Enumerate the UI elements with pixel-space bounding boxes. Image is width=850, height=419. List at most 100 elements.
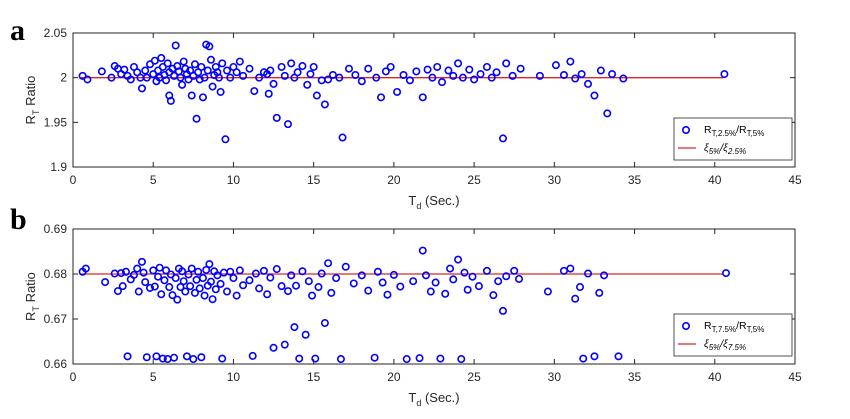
chart-b-point: [194, 267, 203, 276]
chart-a-point: [280, 71, 289, 80]
chart-b-point: [457, 355, 466, 364]
chart-b-point: [566, 264, 575, 273]
chart-a-point: [619, 74, 628, 83]
chart-b-point: [364, 286, 373, 295]
chart-b-point: [158, 354, 167, 363]
chart-b-point: [195, 284, 204, 293]
chart-a-point: [338, 133, 347, 142]
chart-b-point: [489, 291, 498, 300]
chart-a-point: [137, 84, 146, 93]
chart-b-point: [259, 266, 268, 275]
chart-a-point: [221, 135, 230, 144]
chart-a-point: [303, 80, 312, 89]
chart-a-point: [218, 59, 227, 68]
chart-b-point: [129, 270, 138, 279]
chart-b-point: [229, 274, 238, 283]
chart-a-point: [498, 134, 507, 143]
chart-b-point: [290, 323, 299, 332]
chart-b-point: [389, 270, 398, 279]
chart-a-point: [449, 71, 458, 80]
chart-a-xtick-label: 15: [307, 173, 321, 187]
chart-a-point: [298, 62, 307, 71]
chart-b-point: [142, 353, 151, 362]
chart-a-xtick-label: 0: [70, 173, 77, 187]
chart-b-point: [449, 275, 458, 284]
chart-a-legend-label: RT,2.5%/RT,5%: [704, 124, 764, 138]
chart-a-point: [482, 62, 491, 71]
chart-b-point: [197, 353, 206, 362]
chart-b-point: [181, 287, 190, 296]
chart-b-point: [139, 268, 148, 277]
chart-a-point: [216, 87, 225, 96]
chart-b-point: [396, 282, 405, 291]
chart-b-point: [415, 354, 424, 363]
chart-b-point: [571, 294, 580, 303]
chart-b-point: [579, 354, 588, 363]
chart-b-xtick-label: 25: [467, 370, 481, 384]
chart-b-point: [298, 267, 307, 276]
chart-a-point: [226, 73, 235, 82]
chart-a-point: [399, 70, 408, 79]
chart-b-point: [200, 291, 209, 300]
chart-b-point: [208, 295, 217, 304]
chart-a-point: [423, 65, 432, 74]
chart-a-point: [492, 68, 501, 77]
chart-b-point: [245, 276, 254, 285]
chart-a-point: [559, 70, 568, 79]
chart-b-point: [152, 352, 161, 361]
chart-b-ytick-label: 0.66: [44, 357, 68, 371]
chart-b-point: [378, 278, 387, 287]
chart-a-point: [293, 68, 302, 77]
chart-a-point: [223, 66, 232, 75]
chart-b-xtick-label: 15: [307, 370, 321, 384]
chart-b-xlabel: Td (Sec.): [408, 390, 459, 408]
chart-a-point: [97, 67, 106, 76]
chart-b-point: [218, 354, 227, 363]
chart-a-xlabel: Td (Sec.): [408, 193, 459, 211]
chart-b-point: [402, 355, 411, 364]
chart-b-xtick-label: 20: [387, 370, 401, 384]
chart-b-point: [141, 278, 150, 287]
chart-a-point: [590, 91, 599, 100]
chart-a-point: [571, 74, 580, 83]
chart-b-point: [421, 271, 430, 280]
chart-a-point: [206, 55, 215, 64]
chart-a-point: [126, 75, 135, 84]
chart-b-legend-marker: [681, 321, 690, 330]
chart-b-point: [482, 266, 491, 275]
chart-b-point: [182, 352, 191, 361]
chart-b-legend-box: [673, 313, 793, 357]
chart-b-xtick-label: 35: [628, 370, 642, 384]
chart-b-point: [235, 266, 244, 275]
chart-a-point: [720, 70, 729, 79]
chart-a-point: [179, 57, 188, 66]
chart-b-point: [232, 291, 241, 300]
chart-a-point: [458, 73, 467, 82]
chart-b-legend-label: RT,7.5%/RT,5%: [704, 320, 764, 334]
chart-b-point: [460, 268, 469, 277]
chart-a-point: [502, 59, 511, 68]
chart-b-point: [283, 287, 292, 296]
chart-a-point: [454, 59, 463, 68]
chart-a-point: [596, 66, 605, 75]
chart-a-ylabel: RT Ratio: [23, 76, 41, 125]
chart-a-point: [551, 61, 560, 70]
chart-a-point: [264, 89, 273, 98]
chart-a-point: [200, 73, 209, 82]
chart-b-point: [113, 287, 122, 296]
chart-a-point: [171, 41, 180, 50]
chart-b-point: [373, 267, 382, 276]
chart-a-point: [364, 64, 373, 73]
chart-b-point: [510, 266, 519, 275]
chart-a-point: [335, 73, 344, 82]
chart-b-ylabel: RT Ratio: [23, 272, 41, 321]
chart-b-point: [173, 295, 182, 304]
chart-b-point: [81, 264, 90, 273]
chart-b-point: [192, 275, 201, 284]
chart-a-point: [412, 67, 421, 76]
chart-a-point: [198, 93, 207, 102]
chart-b-point: [576, 283, 585, 292]
chart-a-point: [162, 76, 171, 85]
chart-b-point: [154, 272, 163, 281]
chart-b-legend-label: ξ5%/ξ7.5%: [704, 338, 746, 352]
